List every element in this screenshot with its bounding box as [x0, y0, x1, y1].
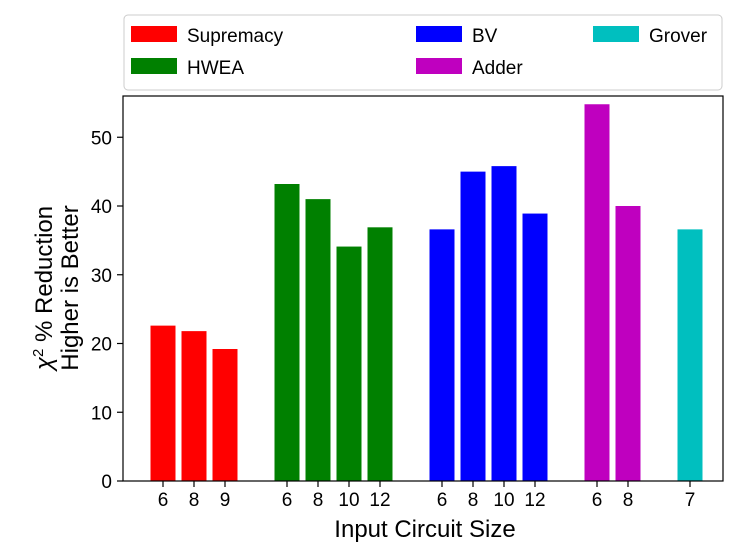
legend-swatch-adder [416, 58, 462, 74]
x-tick-label: 8 [623, 490, 634, 511]
svg-text:χ2 % Reduction: χ2 % Reduction [30, 206, 58, 372]
legend-swatch-supremacy [131, 26, 177, 42]
x-tick-label: 6 [158, 490, 169, 511]
y-axis-title-superscript: 2 [30, 349, 47, 357]
x-axis: 6 8 9 6 8 10 12 6 8 10 12 6 8 7 [158, 481, 696, 511]
plot-area [150, 104, 703, 481]
bar-bv-12 [522, 213, 548, 481]
bar-bv-10 [491, 166, 517, 481]
bar-grover-7 [677, 229, 703, 481]
bar-adder-8 [615, 206, 641, 481]
x-tick-label: 6 [282, 490, 293, 511]
x-tick-label: 8 [468, 490, 479, 511]
x-tick-label: 8 [313, 490, 324, 511]
y-axis-title-line2: Higher is Better [57, 205, 84, 370]
legend-label-bv: BV [472, 26, 498, 47]
y-tick-label: 10 [91, 403, 112, 424]
y-tick-label: 30 [91, 266, 112, 287]
legend-swatch-bv [416, 26, 462, 42]
y-axis-title-line1: % Reduction [31, 206, 58, 349]
x-tick-label: 6 [592, 490, 603, 511]
x-tick-label: 7 [685, 490, 696, 511]
bar-bv-8 [460, 171, 486, 481]
legend-label-grover: Grover [649, 26, 708, 47]
bar-supremacy-9 [212, 349, 238, 481]
y-axis-title: χ2 % Reduction Higher is Better [30, 205, 84, 372]
y-axis: 0 10 20 30 40 50 [91, 128, 123, 493]
x-tick-label: 12 [524, 490, 545, 511]
bar-adder-6 [584, 104, 610, 481]
legend-label-adder: Adder [472, 58, 523, 79]
bar-supremacy-6 [150, 325, 176, 481]
bar-hwea-10 [336, 246, 362, 481]
legend: Supremacy HWEA BV Adder Grover [123, 14, 723, 91]
bar-bv-6 [429, 229, 455, 481]
bar-hwea-8 [305, 199, 331, 481]
y-tick-label: 20 [91, 335, 112, 356]
bar-hwea-6 [274, 184, 300, 481]
x-tick-label: 6 [437, 490, 448, 511]
legend-swatch-grover [593, 26, 639, 42]
legend-label-supremacy: Supremacy [187, 26, 284, 47]
x-tick-label: 10 [338, 490, 359, 511]
x-axis-title: Input Circuit Size [334, 516, 515, 543]
x-tick-label: 9 [220, 490, 231, 511]
plot-frame [122, 95, 724, 482]
x-tick-label: 12 [369, 490, 390, 511]
legend-frame [123, 14, 723, 91]
y-tick-label: 40 [91, 197, 112, 218]
x-tick-label: 8 [189, 490, 200, 511]
y-axis-title-symbol: χ [31, 356, 58, 372]
legend-swatch-hwea [131, 58, 177, 74]
y-tick-label: 50 [91, 128, 112, 149]
y-tick-label: 0 [101, 472, 112, 493]
legend-label-hwea: HWEA [187, 58, 244, 79]
bar-supremacy-8 [181, 331, 207, 481]
x-tick-label: 10 [493, 490, 514, 511]
bar-hwea-12 [367, 227, 393, 481]
